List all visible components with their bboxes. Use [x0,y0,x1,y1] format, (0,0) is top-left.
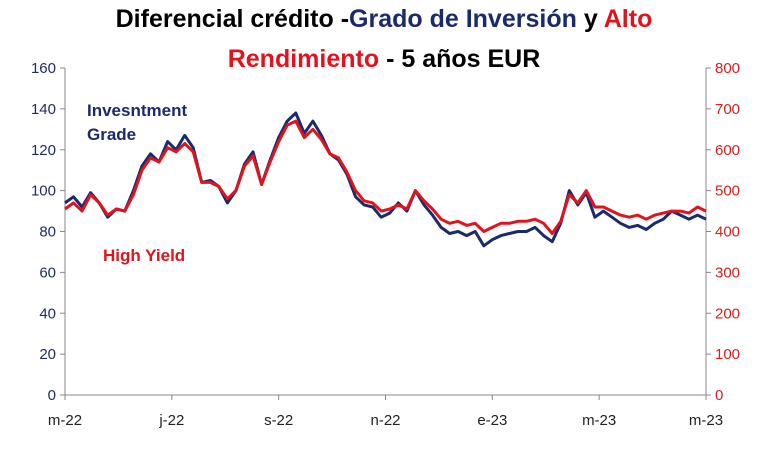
right-tick-label: 200 [715,305,740,322]
left-tick-label: 60 [39,264,56,281]
series-line-investment-grade [64,111,707,248]
x-tick-label: m-22 [48,412,82,429]
x-tick-label: n-22 [370,412,400,429]
title-part-alto: Alto [603,5,653,33]
title-part-rendimiento: Rendimiento [227,45,380,73]
x-tick-label: s-22 [264,412,293,429]
left-tick-label: 120 [31,142,56,159]
series-layer [64,111,707,248]
right-tick-label: 600 [715,142,740,159]
left-tick-label: 0 [48,387,56,404]
left-tick-label: 20 [39,346,56,363]
annotation-investment-grade-line1: Invesntment [87,101,187,120]
right-tick-label: 500 [715,183,740,200]
annotation-investment-grade-line2: Grade [87,125,136,144]
x-axis-ticks: m-22 j-22 s-22 n-22 e-23 m-23 m-23 [48,395,723,429]
left-tick-label: 40 [39,305,56,322]
chart-title-line-1: Diferencial crédito -Grado de Inversión … [0,4,768,34]
right-tick-label: 800 [715,60,740,77]
x-tick-label: j-22 [158,412,184,429]
left-tick-label: 140 [31,101,56,118]
left-tick-label: 100 [31,183,56,200]
right-tick-label: 400 [715,224,740,241]
title-part-y: y [576,5,604,33]
title-part-black: Diferencial crédito - [115,5,350,33]
right-tick-label: 300 [715,264,740,281]
right-tick-label: 700 [715,101,740,118]
series-line-high-yield [64,119,707,235]
right-tick-label: 0 [715,387,723,404]
left-axis-ticks: 0 20 40 60 80 100 120 140 160 [31,60,65,404]
title-part-tail: - 5 años EUR [379,45,541,73]
annotation-high-yield: High Yield [103,246,185,265]
left-tick-label: 80 [39,224,56,241]
chart-title-line-2: Rendimiento - 5 años EUR [0,44,768,74]
x-tick-label: m-23 [582,412,616,429]
title-part-ig: Grado de Inversión [349,5,577,33]
right-axis-ticks: 0 100 200 300 400 500 600 700 800 [706,60,740,404]
x-tick-label: m-23 [689,412,723,429]
right-tick-label: 100 [715,346,740,363]
x-tick-label: e-23 [477,412,507,429]
left-tick-label: 160 [31,60,56,77]
